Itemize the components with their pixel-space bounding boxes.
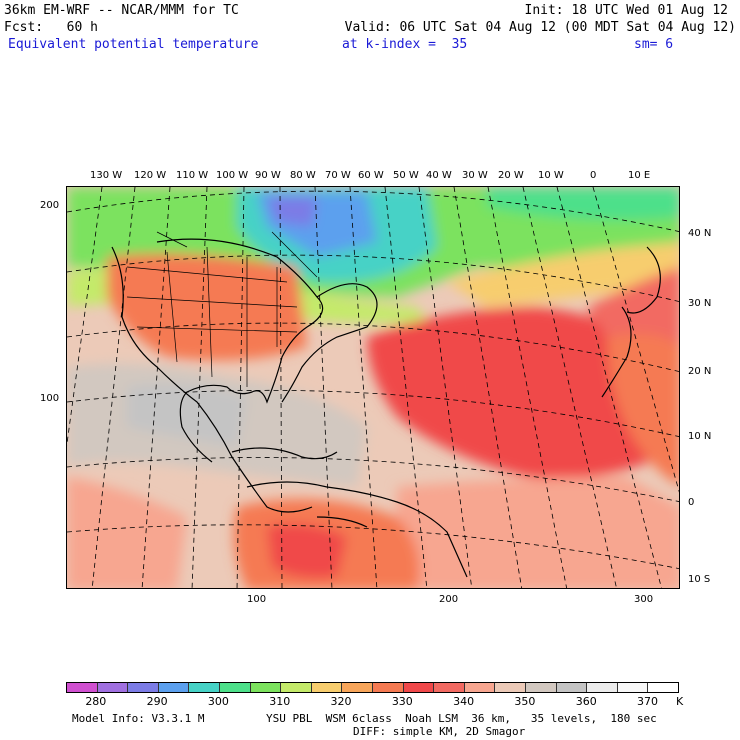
colorbar-swatch (464, 683, 496, 692)
weather-map (66, 186, 680, 589)
latitude-label: 20 N (688, 366, 712, 377)
longitude-label: 0 (590, 170, 597, 181)
colorbar-swatch (219, 683, 251, 692)
grid-x-label: 300 (634, 594, 654, 605)
colorbar-swatch (281, 683, 312, 692)
colorbar (66, 682, 679, 693)
colorbar-tick-label: 300 (207, 695, 229, 708)
longitude-label: 60 W (358, 170, 384, 181)
colorbar-swatch (189, 683, 220, 692)
level-label: at k-index = 35 (342, 37, 468, 52)
longitude-label: 100 W (216, 170, 249, 181)
colorbar-tick-label: 340 (453, 695, 475, 708)
latitude-label: 10 N (688, 431, 712, 442)
longitude-label: 50 W (393, 170, 419, 181)
colorbar-swatch (372, 683, 404, 692)
longitude-label: 120 W (134, 170, 167, 181)
grid-x-label: 100 (247, 594, 267, 605)
colorbar-tick-label: 360 (575, 695, 597, 708)
longitude-label: 110 W (176, 170, 209, 181)
longitude-label: 30 W (462, 170, 488, 181)
colorbar-swatch (250, 683, 282, 692)
colorbar-swatch (617, 683, 649, 692)
grid-x-label: 200 (439, 594, 459, 605)
colorbar-swatch (648, 683, 678, 692)
colorbar-swatch (587, 683, 618, 692)
colorbar-swatch (128, 683, 159, 692)
colorbar-swatch (158, 683, 190, 692)
colorbar-unit: K (676, 695, 684, 708)
diffusion-info: DIFF: simple KM, 2D Smagor (353, 725, 526, 738)
longitude-label: 40 W (426, 170, 452, 181)
field-name: Equivalent potential temperature (8, 37, 259, 52)
forecast-hour: Fcst: 60 h (4, 20, 98, 35)
longitude-label: 90 W (255, 170, 281, 181)
colorbar-swatch (342, 683, 373, 692)
colorbar-swatch (97, 683, 129, 692)
grid-y-label: 200 (40, 200, 60, 211)
physics-info: YSU PBL WSM 6class Noah LSM 36 km, 35 le… (266, 712, 657, 725)
longitude-label: 130 W (90, 170, 123, 181)
smoothing-label: sm= 6 (634, 37, 674, 52)
grid-y-label: 100 (40, 393, 60, 404)
model-title: 36km EM-WRF -- NCAR/MMM for TC (4, 3, 239, 18)
colorbar-swatch (495, 683, 526, 692)
model-info: Model Info: V3.3.1 M (72, 712, 205, 725)
state-borders (126, 231, 318, 387)
colorbar-swatch (403, 683, 435, 692)
colorbar-tick-label: 320 (330, 695, 352, 708)
temperature-field (67, 187, 679, 588)
longitude-label: 10 W (538, 170, 564, 181)
colorbar-tick-label: 280 (85, 695, 107, 708)
colorbar-swatch (434, 683, 465, 692)
longitude-label: 80 W (290, 170, 316, 181)
longitude-label: 20 W (498, 170, 524, 181)
map-canvas (67, 187, 679, 588)
latitude-label: 0 (688, 497, 695, 508)
colorbar-tick-label: 290 (146, 695, 168, 708)
valid-time: Valid: 06 UTC Sat 04 Aug 12 (00 MDT Sat … (344, 20, 736, 35)
coastlines (111, 238, 661, 578)
longitude-label: 70 W (325, 170, 351, 181)
latitude-label: 40 N (688, 228, 712, 239)
latitude-label: 10 S (688, 574, 711, 585)
colorbar-swatch (525, 683, 557, 692)
init-time: Init: 18 UTC Wed 01 Aug 12 (524, 3, 729, 18)
colorbar-tick-label: 310 (269, 695, 291, 708)
latitude-label: 30 N (688, 298, 712, 309)
graticule (67, 187, 679, 588)
longitude-label: 10 E (628, 170, 651, 181)
colorbar-tick-label: 370 (637, 695, 659, 708)
colorbar-tick-label: 330 (391, 695, 413, 708)
colorbar-swatch (67, 683, 98, 692)
colorbar-swatch (311, 683, 343, 692)
colorbar-swatch (556, 683, 588, 692)
colorbar-tick-label: 350 (514, 695, 536, 708)
